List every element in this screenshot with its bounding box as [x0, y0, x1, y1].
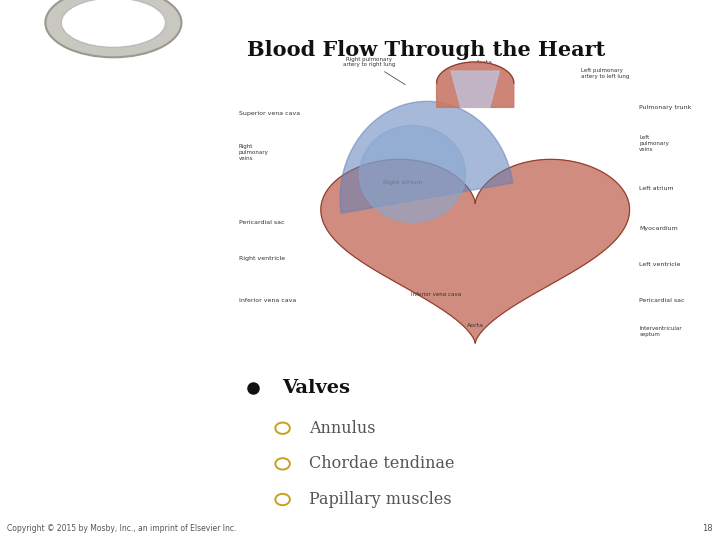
Text: tricuspid valve ( TV): tricuspid valve ( TV)	[16, 192, 122, 201]
Text: Word Parts
and
Abbreviations: Word Parts and Abbreviations	[52, 55, 175, 115]
Text: Pericardial sac: Pericardial sac	[639, 299, 685, 303]
Text: Inferior vena cava: Inferior vena cava	[239, 299, 296, 303]
Text: 18: 18	[702, 524, 713, 533]
Text: pulmonary arteries (PA): pulmonary arteries (PA)	[16, 225, 142, 234]
Text: left atrium (LA): left atrium (LA)	[16, 357, 97, 367]
Text: Left pulmonary
artery to left lung: Left pulmonary artery to left lung	[581, 68, 630, 79]
Text: Chordae tendinae: Chordae tendinae	[310, 455, 455, 472]
Text: Annulus: Annulus	[310, 420, 376, 437]
Ellipse shape	[45, 0, 181, 57]
Text: left ventricle (LV): left ventricle (LV)	[16, 424, 108, 433]
Polygon shape	[451, 71, 500, 107]
Polygon shape	[359, 125, 466, 222]
Text: Left ventricle: Left ventricle	[639, 262, 680, 267]
Text: right atrium (RA): right atrium (RA)	[16, 291, 107, 300]
Text: mitral (bicuspid) valve (MV): mitral (bicuspid) valve (MV)	[16, 325, 163, 334]
Text: pulmon/o = lung: pulmon/o = lung	[16, 159, 104, 168]
Text: Blood Flow Through the Heart: Blood Flow Through the Heart	[246, 40, 605, 60]
Polygon shape	[340, 102, 513, 213]
Text: Pericardial sac: Pericardial sac	[239, 220, 284, 225]
Text: Left
pulmonary
veins: Left pulmonary veins	[639, 136, 669, 152]
Text: Right
pulmonary
veins: Right pulmonary veins	[239, 144, 269, 161]
Text: Pulmonary trunk: Pulmonary trunk	[639, 105, 692, 110]
Text: Copyright © 2015 by Mosby, Inc., an imprint of Elsevier Inc.: Copyright © 2015 by Mosby, Inc., an impr…	[7, 524, 237, 533]
Text: Aorta: Aorta	[477, 60, 493, 65]
Text: Valves: Valves	[283, 379, 351, 397]
Ellipse shape	[61, 0, 166, 48]
Text: Myocardium: Myocardium	[639, 226, 678, 231]
Text: Inferior vena cava: Inferior vena cava	[412, 292, 462, 298]
Text: Left atrium: Left atrium	[639, 186, 674, 192]
Text: Right atrium: Right atrium	[383, 180, 423, 185]
Text: Interventricular
septum: Interventricular septum	[639, 326, 682, 336]
Text: right ventricle (RV): right ventricle (RV)	[16, 391, 118, 400]
Polygon shape	[321, 159, 629, 343]
Text: Superior vena cava: Superior vena cava	[239, 111, 300, 116]
Polygon shape	[436, 62, 514, 107]
Text: pulmonary veins (PV): pulmonary veins (PV)	[16, 258, 129, 267]
Text: Right pulmonary
artery to right lung: Right pulmonary artery to right lung	[343, 57, 405, 85]
Text: annul/o = ring: annul/o = ring	[16, 457, 92, 466]
Text: Right ventricle: Right ventricle	[239, 256, 285, 261]
Text: Aorta: Aorta	[467, 322, 484, 328]
Text: Papillary muscles: Papillary muscles	[310, 491, 452, 508]
